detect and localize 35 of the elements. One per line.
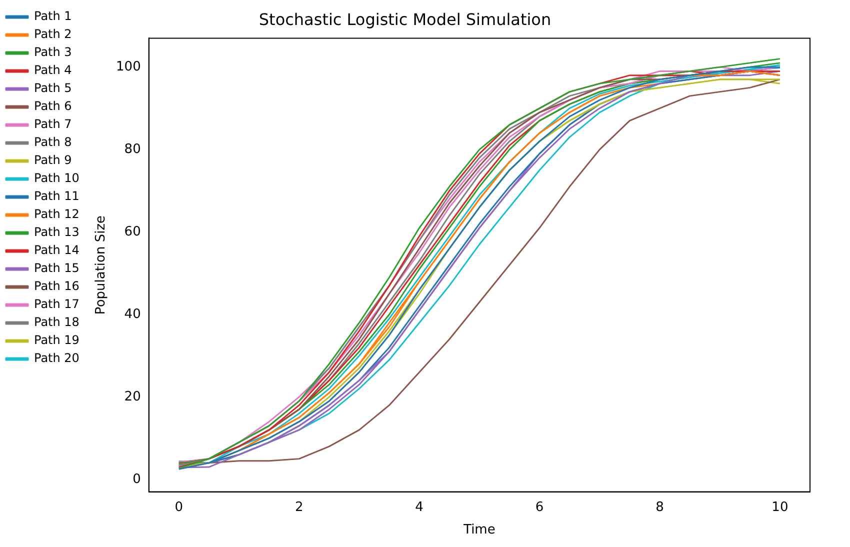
legend-label: Path 18 <box>34 315 80 330</box>
legend-label: Path 5 <box>34 81 72 96</box>
y-axis-title: Population Size <box>94 215 109 315</box>
y-tick-label: 40 <box>124 306 141 322</box>
legend-label: Path 19 <box>34 333 80 348</box>
y-tick-label: 60 <box>124 224 141 240</box>
x-tick-label: 0 <box>174 500 184 515</box>
y-tick-label: 20 <box>124 389 141 404</box>
legend-label: Path 14 <box>34 243 80 258</box>
chart-title: Stochastic Logistic Model Simulation <box>258 10 552 29</box>
legend-label: Path 2 <box>34 27 72 42</box>
y-tick-label: 0 <box>132 472 141 487</box>
legend-label: Path 11 <box>34 189 80 204</box>
y-tick-label: 100 <box>116 59 141 74</box>
legend-label: Path 15 <box>34 261 80 276</box>
x-tick-label: 8 <box>656 500 664 515</box>
legend-label: Path 7 <box>34 117 72 132</box>
legend-label: Path 12 <box>34 207 80 222</box>
x-tick-label: 10 <box>772 500 788 515</box>
x-tick-label: 6 <box>535 500 544 515</box>
legend-label: Path 1 <box>34 9 72 24</box>
legend-label: Path 17 <box>34 297 80 312</box>
legend-label: Path 8 <box>34 135 72 150</box>
legend-label: Path 20 <box>34 351 80 366</box>
x-axis-title: Time <box>462 522 496 538</box>
y-tick-label: 80 <box>124 142 141 157</box>
legend-label: Path 9 <box>34 153 72 168</box>
legend-label: Path 13 <box>34 225 80 240</box>
legend-label: Path 4 <box>34 63 72 78</box>
legend-label: Path 3 <box>34 45 72 60</box>
x-tick-label: 4 <box>415 500 424 515</box>
legend-label: Path 6 <box>34 99 72 114</box>
legend-label: Path 16 <box>34 279 80 294</box>
x-tick-label: 2 <box>294 500 304 515</box>
legend-label: Path 10 <box>34 171 80 186</box>
